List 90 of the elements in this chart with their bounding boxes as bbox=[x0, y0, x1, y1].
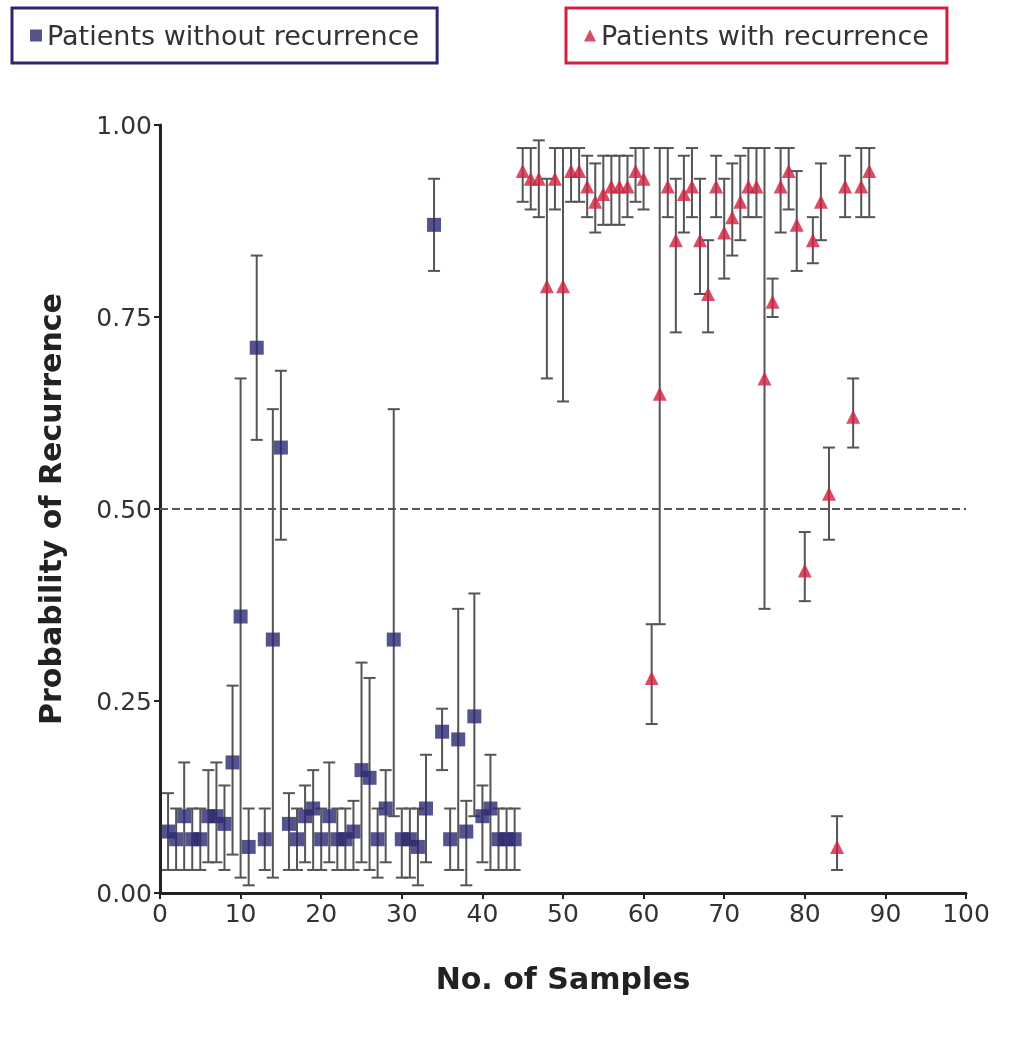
point bbox=[435, 724, 450, 739]
point bbox=[749, 179, 764, 194]
point bbox=[660, 179, 675, 194]
point bbox=[443, 832, 458, 847]
point bbox=[539, 279, 554, 294]
point bbox=[459, 824, 474, 839]
x-tick-label: 80 bbox=[788, 899, 821, 928]
point bbox=[757, 371, 772, 386]
point bbox=[547, 171, 562, 186]
point bbox=[620, 179, 635, 194]
point bbox=[410, 839, 425, 854]
point bbox=[467, 709, 482, 724]
point bbox=[193, 832, 208, 847]
y-tick-label: 1.00 bbox=[96, 110, 152, 140]
point bbox=[636, 171, 651, 186]
point bbox=[773, 179, 788, 194]
legend-label: Patients without recurrence bbox=[47, 20, 420, 51]
x-axis-title: No. of Samples bbox=[435, 960, 691, 996]
point bbox=[676, 187, 691, 202]
point bbox=[765, 294, 780, 309]
point bbox=[813, 194, 828, 209]
point bbox=[370, 832, 385, 847]
point bbox=[314, 832, 329, 847]
point bbox=[378, 801, 393, 816]
y-tick-label: 0.00 bbox=[96, 878, 152, 908]
point bbox=[306, 801, 321, 816]
x-tick-label: 60 bbox=[627, 899, 660, 928]
point bbox=[797, 563, 812, 578]
point bbox=[217, 816, 232, 831]
x-tick-label: 30 bbox=[385, 899, 418, 928]
x-tick-label: 0 bbox=[152, 899, 168, 928]
point bbox=[281, 816, 296, 831]
point bbox=[515, 164, 530, 179]
point bbox=[588, 194, 603, 209]
y-tick-label: 0.75 bbox=[96, 302, 152, 332]
point bbox=[701, 286, 716, 301]
point bbox=[483, 801, 498, 816]
y-tick-label: 0.50 bbox=[96, 494, 152, 524]
point bbox=[838, 179, 853, 194]
point bbox=[346, 824, 361, 839]
point bbox=[733, 194, 748, 209]
point bbox=[596, 187, 611, 202]
point bbox=[241, 839, 256, 854]
point bbox=[862, 164, 877, 179]
point bbox=[273, 440, 288, 455]
point bbox=[821, 486, 836, 501]
point bbox=[854, 179, 869, 194]
point bbox=[531, 171, 546, 186]
point bbox=[290, 832, 305, 847]
point bbox=[652, 386, 667, 401]
point bbox=[556, 279, 570, 294]
x-tick-label: 90 bbox=[869, 899, 902, 928]
point bbox=[225, 755, 240, 770]
point bbox=[684, 179, 699, 194]
point bbox=[789, 217, 804, 232]
point bbox=[451, 732, 466, 747]
point bbox=[418, 801, 433, 816]
y-axis-title: Probability of Recurrence bbox=[32, 293, 68, 725]
point bbox=[805, 233, 820, 248]
point bbox=[427, 217, 442, 232]
point bbox=[709, 179, 724, 194]
point bbox=[628, 164, 643, 179]
x-tick-label: 100 bbox=[942, 899, 990, 928]
point bbox=[781, 164, 796, 179]
point bbox=[322, 809, 337, 824]
point bbox=[693, 233, 708, 248]
x-tick-label: 20 bbox=[305, 899, 338, 928]
point bbox=[668, 233, 683, 248]
point bbox=[572, 164, 587, 179]
legend-label: Patients with recurrence bbox=[601, 20, 929, 51]
x-tick-label: 40 bbox=[466, 899, 499, 928]
x-tick-label: 10 bbox=[224, 899, 257, 928]
point bbox=[717, 225, 732, 240]
point bbox=[386, 632, 401, 647]
point bbox=[265, 632, 280, 647]
y-tick-label: 0.25 bbox=[96, 686, 152, 716]
x-tick-label: 50 bbox=[547, 899, 579, 928]
point bbox=[233, 609, 248, 624]
x-tick-label: 70 bbox=[708, 899, 741, 928]
point bbox=[249, 340, 264, 355]
point bbox=[725, 210, 740, 225]
point bbox=[830, 839, 845, 854]
point bbox=[257, 832, 272, 847]
point bbox=[580, 179, 595, 194]
point bbox=[846, 409, 861, 424]
point bbox=[177, 809, 192, 824]
point bbox=[644, 670, 659, 685]
point bbox=[507, 832, 522, 847]
point bbox=[169, 832, 184, 847]
point bbox=[362, 770, 377, 785]
